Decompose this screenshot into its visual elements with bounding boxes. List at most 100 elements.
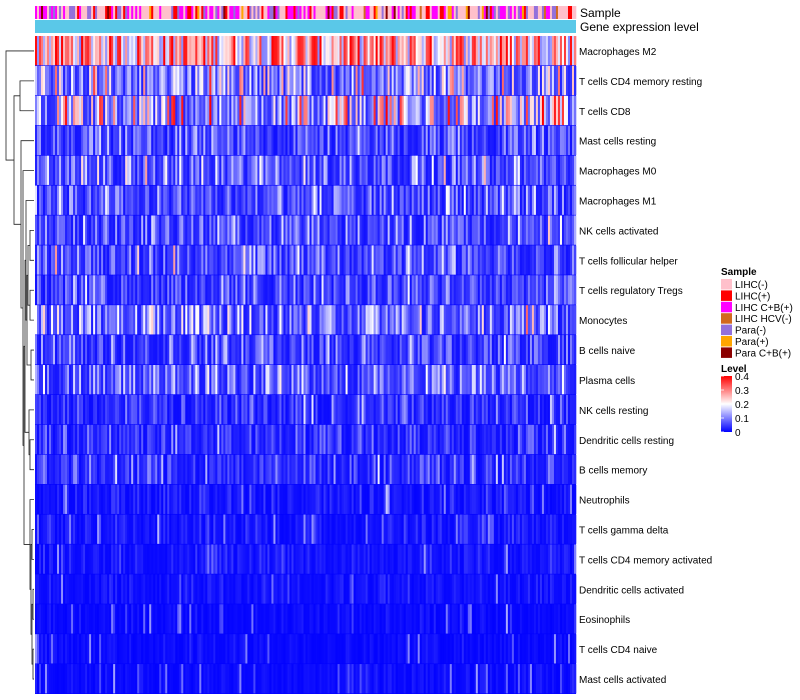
annotation-track-label: Gene expression level (580, 20, 699, 34)
heatmap-cell (177, 275, 180, 305)
heatmap-cell (357, 185, 360, 215)
sample-annotation-cell (347, 6, 350, 19)
heatmap-cell (397, 215, 400, 245)
heatmap-cell (325, 305, 328, 335)
heatmap-cell (151, 65, 154, 96)
heatmap-cell (419, 155, 423, 185)
heatmap-cell (85, 275, 88, 305)
heatmap-cell (295, 514, 298, 544)
heatmap-cell (237, 95, 240, 126)
heatmap-cell (265, 335, 268, 365)
heatmap-cell (129, 245, 132, 275)
heatmap-cell (241, 305, 244, 335)
heatmap-cell (321, 424, 324, 455)
heatmap-cell (531, 36, 535, 66)
heatmap-cell (531, 484, 535, 514)
heatmap-cell (243, 155, 246, 185)
heatmap-cell (495, 155, 499, 185)
heatmap-cell (57, 95, 60, 126)
heatmap-cell (125, 65, 128, 96)
heatmap-cell (441, 125, 445, 156)
heatmap-cell (455, 185, 459, 215)
heatmap-cell (435, 365, 439, 395)
heatmap-cell (459, 215, 463, 245)
heatmap-cell (267, 95, 270, 126)
heatmap-cell (369, 335, 372, 365)
heatmap-cell (375, 185, 378, 215)
heatmap-cell (335, 36, 338, 66)
heatmap-cell (211, 544, 214, 574)
heatmap-cell (85, 454, 88, 485)
heatmap-cell (477, 484, 481, 514)
heatmap-cell (175, 95, 178, 126)
heatmap-cell (355, 275, 358, 305)
heatmap-cell (379, 65, 382, 96)
heatmap-cell (327, 335, 330, 365)
heatmap-cell (479, 454, 483, 485)
heatmap-cell (101, 275, 104, 305)
heatmap-cell (173, 65, 176, 96)
heatmap-cell (265, 275, 268, 305)
heatmap-cell (469, 514, 473, 544)
heatmap-cell (105, 95, 108, 126)
heatmap-cell (329, 155, 332, 185)
heatmap-cell (337, 275, 340, 305)
heatmap-cell (499, 125, 503, 156)
heatmap-cell (143, 544, 146, 574)
heatmap-cell (45, 125, 48, 156)
heatmap-cell (543, 36, 547, 66)
heatmap-cell (365, 484, 368, 514)
heatmap-cell (87, 394, 90, 425)
heatmap-cell (129, 95, 132, 126)
heatmap-cell (433, 484, 437, 514)
heatmap-cell (159, 424, 162, 455)
heatmap-cell (477, 36, 481, 66)
heatmap-cell (487, 424, 491, 455)
heatmap-cell (465, 125, 469, 156)
heatmap-cell (197, 36, 200, 66)
sample-annotation-cell (99, 6, 102, 19)
heatmap-cell (293, 215, 296, 245)
heatmap-cell (511, 424, 515, 455)
sample-annotation-cell (217, 6, 220, 19)
heatmap-cell (145, 305, 148, 335)
heatmap-cell (69, 245, 72, 275)
heatmap-cell (231, 454, 234, 485)
heatmap-cell (399, 514, 402, 544)
heatmap-cell (161, 454, 164, 485)
heatmap-cell (337, 185, 340, 215)
heatmap-cell (201, 514, 204, 544)
heatmap-cell (341, 424, 344, 455)
heatmap-cell (135, 125, 138, 156)
heatmap-cell (91, 155, 94, 185)
heatmap-cell (351, 155, 354, 185)
heatmap-cell (123, 394, 126, 425)
heatmap-cell (549, 65, 553, 96)
heatmap-cell (379, 95, 382, 126)
heatmap-cell (443, 514, 447, 544)
heatmap-cell (117, 544, 120, 574)
heatmap-cell (93, 185, 96, 215)
heatmap-cell (159, 155, 162, 185)
heatmap-cell (191, 335, 194, 365)
heatmap-cell (263, 454, 266, 485)
heatmap-cell (327, 484, 330, 514)
heatmap-cell (317, 36, 320, 66)
heatmap-cell (377, 65, 380, 96)
heatmap-cell (105, 454, 108, 485)
heatmap-cell (141, 365, 144, 395)
heatmap-cell (139, 155, 142, 185)
heatmap-cell (341, 454, 344, 485)
heatmap-cell (393, 185, 396, 215)
heatmap-cell (259, 185, 262, 215)
heatmap-cell (57, 155, 60, 185)
heatmap-cell (315, 125, 318, 156)
heatmap-cell (407, 394, 410, 425)
heatmap-cell (395, 125, 398, 156)
heatmap-cell (397, 65, 400, 96)
heatmap-cell (157, 185, 160, 215)
heatmap-cell (327, 514, 330, 544)
heatmap-cell (277, 245, 280, 275)
heatmap-cell (563, 215, 567, 245)
heatmap-cell (285, 394, 288, 425)
